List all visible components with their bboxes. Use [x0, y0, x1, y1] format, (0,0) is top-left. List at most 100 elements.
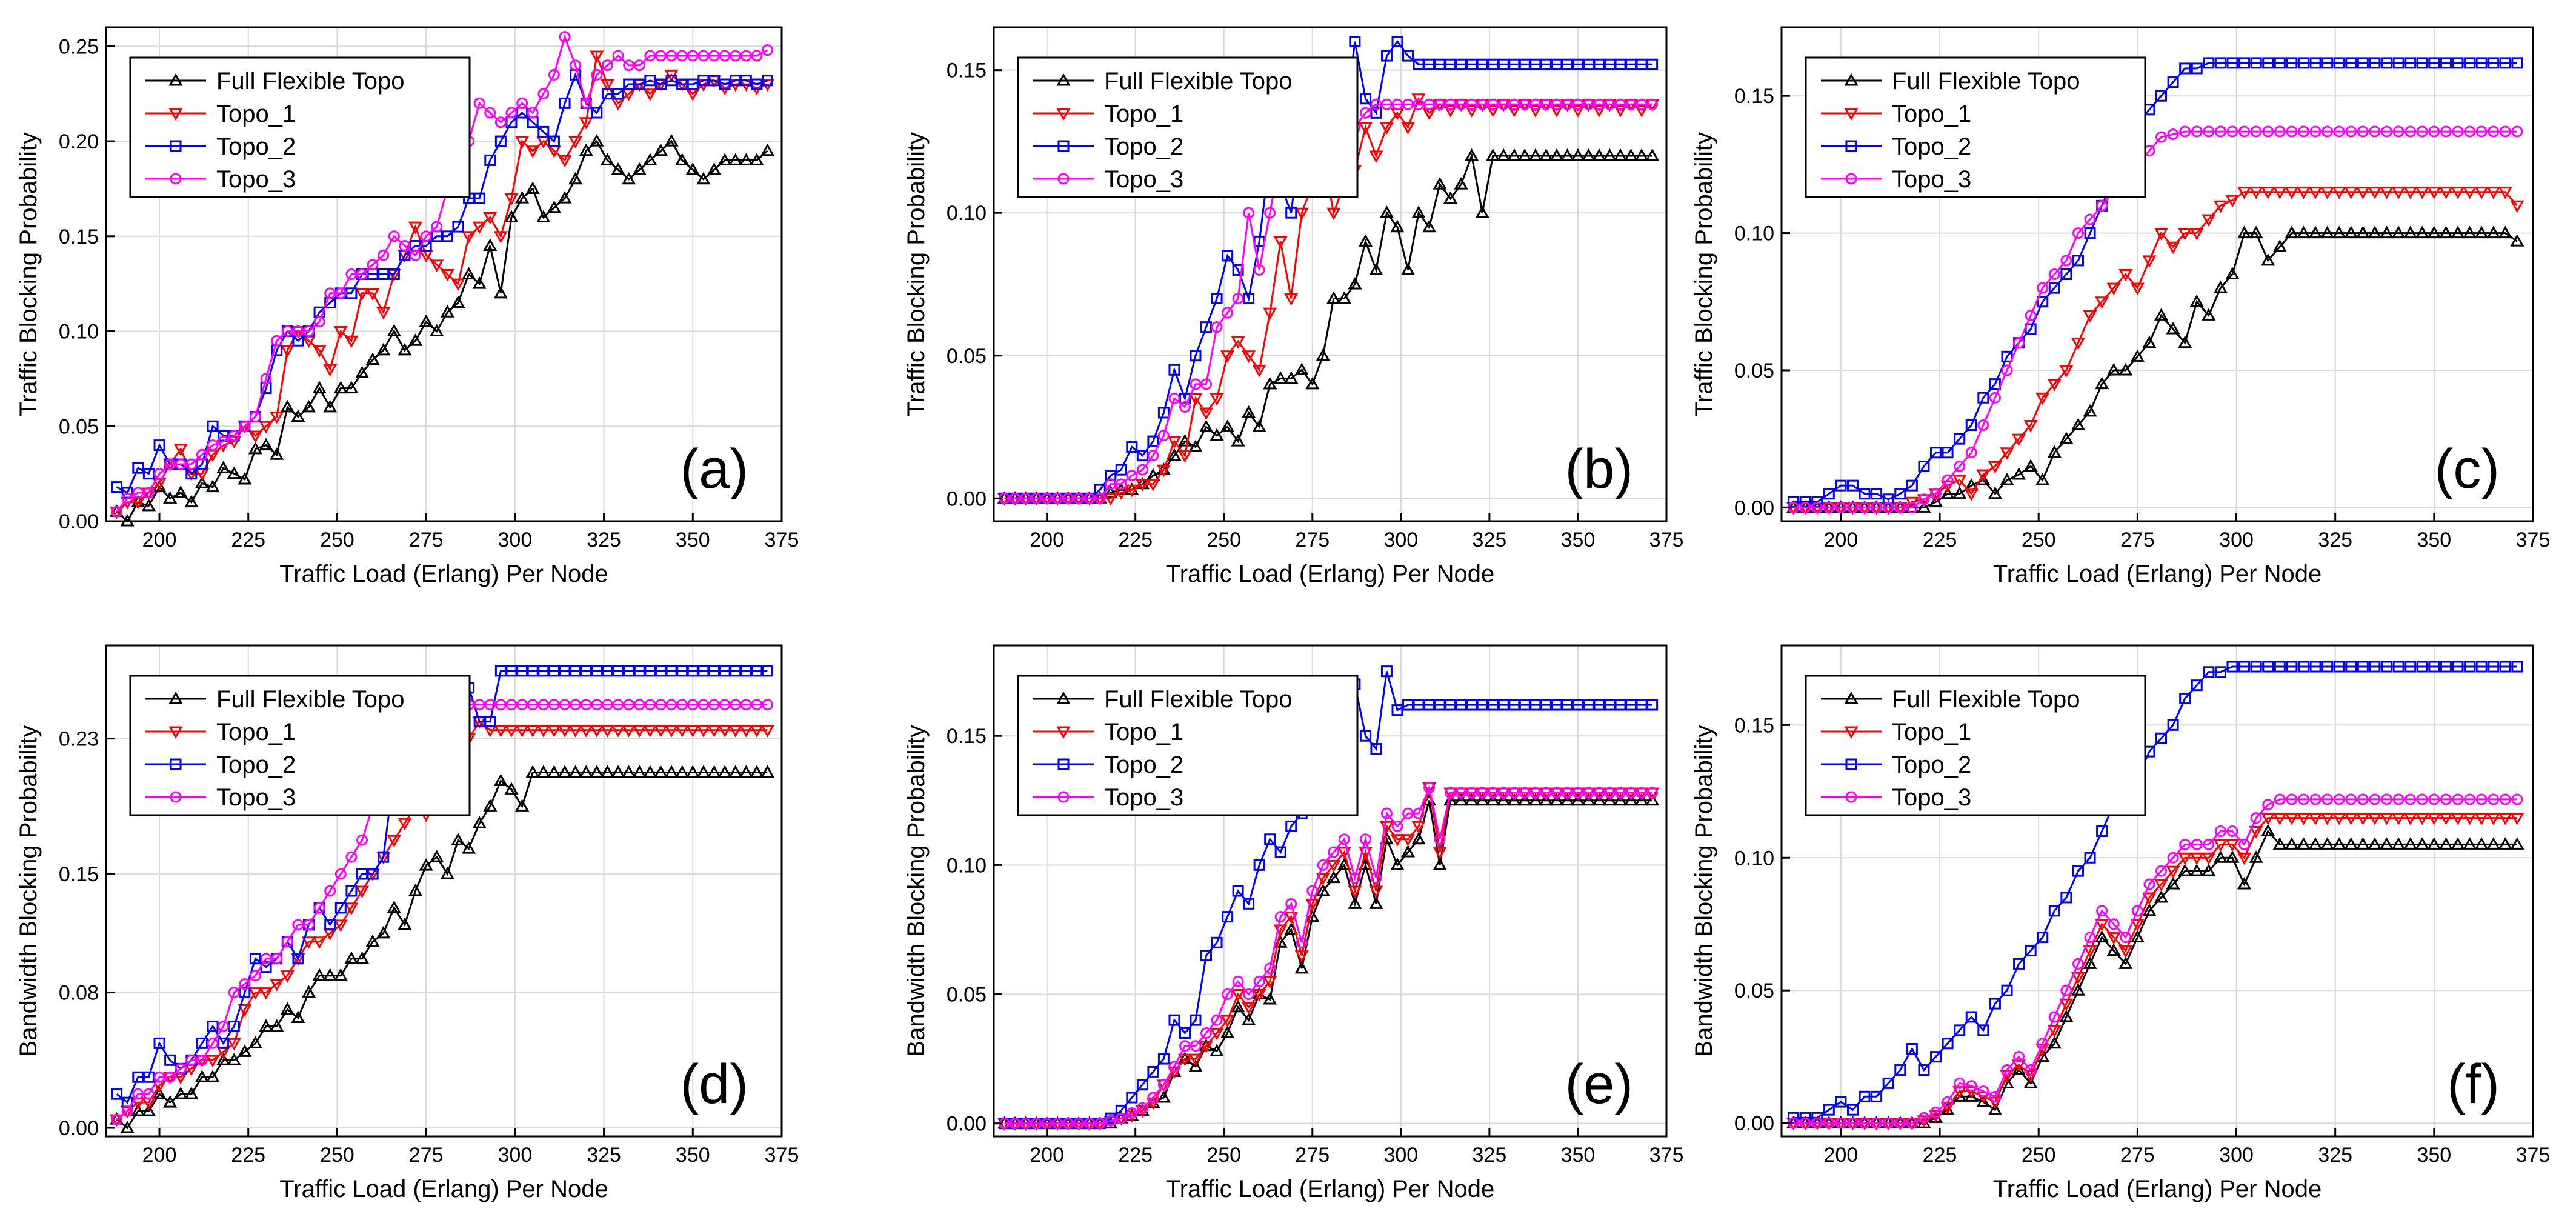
- data-point-topo-2: [1788, 496, 1800, 508]
- data-point-full-flexible-topo: [622, 172, 636, 185]
- data-point-full-flexible-topo: [2083, 956, 2097, 969]
- data-point-topo-3: [494, 116, 507, 128]
- data-point-topo-2: [1859, 488, 1871, 500]
- data-point-topo-1: [515, 136, 530, 149]
- data-point-topo-3: [1253, 264, 1265, 276]
- data-point-topo-2: [239, 987, 251, 999]
- data-point-topo-2: [2191, 679, 2203, 692]
- data-point-topo-3: [249, 411, 261, 423]
- data-point-topo-3: [271, 953, 283, 965]
- data-point-topo-2: [1264, 833, 1276, 845]
- data-point-topo-3: [2475, 793, 2488, 805]
- x-tick-label: 300: [2219, 1144, 2254, 1167]
- data-point-topo-1: [493, 725, 508, 738]
- data-point-full-flexible-topo: [2225, 267, 2240, 279]
- data-point-topo-3: [644, 699, 656, 711]
- data-point-topo-2: [537, 125, 550, 138]
- data-point-topo-1: [1210, 1027, 1224, 1041]
- data-point-topo-3: [303, 919, 315, 931]
- data-point-topo-2: [207, 1020, 219, 1032]
- data-point-topo-3: [1211, 1014, 1223, 1026]
- data-point-topo-2: [1859, 1090, 1871, 1102]
- data-point-topo-3: [1222, 988, 1234, 1001]
- data-point-topo-1: [2035, 392, 2050, 405]
- x-tick-label: 375: [2516, 1144, 2551, 1167]
- data-point-topo-1: [259, 987, 273, 1000]
- data-point-topo-3: [1614, 98, 1626, 110]
- data-point-full-flexible-topo: [1571, 148, 1585, 161]
- data-point-full-flexible-topo: [1443, 793, 1458, 806]
- data-point-topo-1: [2486, 187, 2501, 199]
- data-point-full-flexible-topo: [653, 765, 668, 778]
- data-point-topo-3: [1846, 1117, 1859, 1129]
- data-point-topo-1: [2023, 420, 2038, 433]
- data-point-topo-2: [1918, 460, 1930, 472]
- data-point-full-flexible-topo: [120, 1120, 135, 1133]
- data-point-topo-1: [1316, 873, 1330, 885]
- data-point-topo-3: [2203, 125, 2215, 138]
- data-point-topo-1: [333, 919, 348, 932]
- data-point-topo-1: [1507, 105, 1522, 118]
- data-point-topo-2: [1894, 488, 1906, 500]
- data-point-full-flexible-topo: [2403, 225, 2418, 239]
- data-point-topo-1: [653, 725, 668, 738]
- data-point-topo-3: [1274, 911, 1286, 923]
- data-point-topo-2: [494, 135, 507, 147]
- data-point-full-flexible-topo: [2047, 445, 2062, 458]
- data-point-topo-2: [111, 1088, 123, 1100]
- data-point-topo-3: [2499, 793, 2511, 805]
- x-tick-label: 300: [1383, 1144, 1418, 1167]
- data-point-topo-2: [2333, 661, 2345, 673]
- y-tick-label: 0.10: [1734, 847, 1774, 870]
- data-point-full-flexible-topo: [504, 782, 519, 795]
- data-point-full-flexible-topo: [2059, 432, 2074, 444]
- data-point-topo-3: [1359, 833, 1371, 845]
- data-point-full-flexible-topo: [1326, 291, 1341, 304]
- data-point-topo-1: [707, 725, 722, 738]
- data-point-topo-1: [344, 902, 359, 915]
- data-point-topo-3: [153, 1071, 165, 1083]
- data-point-full-flexible-topo: [547, 765, 561, 778]
- data-point-topo-2: [654, 665, 667, 677]
- data-point-full-flexible-topo: [462, 267, 476, 279]
- data-point-topo-2: [1846, 479, 1859, 492]
- data-point-topo-3: [1264, 207, 1276, 219]
- data-point-full-flexible-topo: [301, 399, 316, 413]
- data-point-topo-2: [388, 268, 400, 280]
- data-point-full-flexible-topo: [525, 181, 540, 194]
- data-point-topo-2: [687, 78, 699, 90]
- data-point-topo-2: [1954, 1024, 1966, 1036]
- data-point-topo-1: [1210, 393, 1224, 406]
- data-point-topo-1: [1443, 105, 1458, 118]
- data-point-topo-3: [2167, 852, 2179, 864]
- data-point-topo-3: [1871, 501, 1883, 513]
- legend-label-full-flexible-topo: Full Flexible Topo: [1892, 686, 2080, 713]
- data-point-topo-2: [1835, 1096, 1847, 1108]
- data-point-topo-2: [559, 97, 571, 109]
- data-point-topo-2: [1413, 58, 1425, 70]
- data-point-topo-1: [2368, 187, 2382, 199]
- data-point-topo-3: [1391, 98, 1403, 110]
- chart-panel-a: 200 225 250 275 300 325 350 375 0.00 0.05 0.10 0.15…: [15, 26, 799, 587]
- data-point-topo-1: [1199, 1041, 1214, 1053]
- data-point-topo-1: [430, 259, 444, 272]
- data-point-topo-2: [1823, 1104, 1835, 1116]
- y-tick-label: 0.20: [59, 130, 99, 153]
- data-point-full-flexible-topo: [1422, 219, 1437, 233]
- legend-marker-topo-1: [1844, 108, 1859, 121]
- data-point-topo-3: [1126, 470, 1138, 482]
- series-topo-2: [1788, 661, 2523, 1124]
- y-tick-label: 0.05: [59, 415, 99, 438]
- data-point-full-flexible-topo: [1645, 148, 1660, 161]
- data-point-full-flexible-topo: [685, 162, 700, 175]
- data-point-topo-3: [1328, 846, 1340, 858]
- data-point-full-flexible-topo: [152, 1087, 167, 1099]
- data-point-topo-3: [1115, 1112, 1127, 1124]
- data-point-topo-1: [376, 307, 391, 320]
- data-point-topo-2: [1359, 93, 1371, 105]
- data-point-full-flexible-topo: [1284, 371, 1299, 384]
- data-point-topo-3: [111, 505, 123, 518]
- data-point-topo-1: [2403, 187, 2418, 199]
- data-point-full-flexible-topo: [2225, 850, 2240, 863]
- data-point-topo-1: [483, 212, 498, 225]
